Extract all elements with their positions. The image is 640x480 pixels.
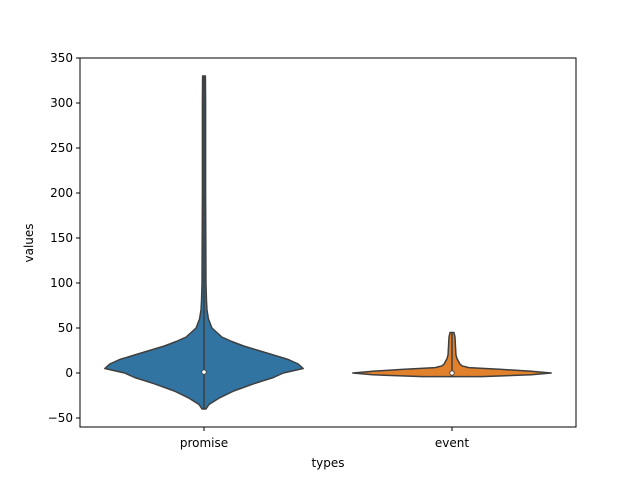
y-tick-label: 150 [50,231,73,245]
violin-median-promise [201,369,207,375]
x-tick-label: promise [180,436,228,450]
y-tick-label: 200 [50,186,73,200]
y-tick-label: 300 [50,96,73,110]
x-tick-label: event [435,436,469,450]
y-tick-label: 0 [65,366,73,380]
violin-median-event [449,370,455,376]
axes: −50 0 50 100 150 200 250 300 350 promise event [48,51,470,450]
plot-area [104,75,552,410]
y-axis-label: values [22,223,36,262]
y-tick-label: 350 [50,51,73,65]
plot-frame [79,57,577,428]
y-tick-label: 100 [50,276,73,290]
y-tick-label: 50 [58,321,73,335]
x-axis-label: types [311,456,344,470]
y-tick-label: −50 [48,411,73,425]
y-tick-label: 250 [50,141,73,155]
